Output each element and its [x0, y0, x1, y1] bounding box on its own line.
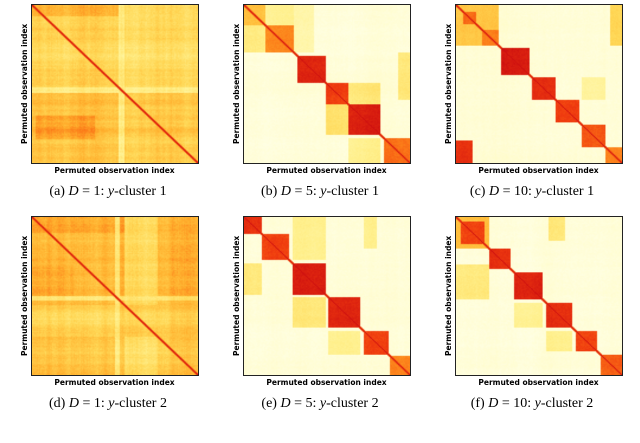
caption-cluster: -cluster 2 — [114, 396, 167, 411]
caption-index: (c) — [469, 184, 486, 199]
plot-area: Permuted observation index — [442, 216, 623, 376]
caption-y-var: y — [107, 184, 115, 199]
caption-cluster: -cluster 2 — [326, 396, 379, 411]
heatmap-panel-a: Permuted observation index Permuted obse… — [2, 4, 214, 200]
x-axis-label: Permuted observation index — [54, 166, 175, 175]
caption-d-value: = 1: — [82, 396, 105, 411]
x-axis-label: Permuted observation index — [478, 166, 599, 175]
y-axis-label: Permuted observation index — [19, 23, 29, 145]
plot-area: Permuted observation index — [18, 216, 199, 376]
caption-d-var: D — [280, 396, 291, 411]
caption-cluster: -cluster 1 — [114, 184, 167, 199]
heatmap-panel-e: Permuted observation index Permuted obse… — [214, 216, 426, 412]
plot-area: Permuted observation index — [442, 4, 623, 164]
caption-d-var: D — [488, 184, 500, 199]
panel-caption: (d) D = 1: y-cluster 2 — [49, 396, 167, 412]
y-axis-label: Permuted observation index — [231, 235, 241, 357]
caption-y-var: y — [108, 396, 115, 411]
heatmap-canvas — [454, 4, 623, 164]
panel-caption: (c) D = 10: y-cluster 1 — [470, 184, 594, 200]
y-axis-label: Permuted observation index — [443, 23, 453, 145]
caption-d-var: D — [68, 396, 79, 411]
panel-caption: (a) D = 1: y-cluster 1 — [49, 184, 166, 200]
x-axis-label: Permuted observation index — [266, 166, 387, 175]
panel-caption: (b) D = 5: y-cluster 1 — [261, 184, 379, 200]
caption-d-var: D — [68, 184, 79, 199]
plot-area: Permuted observation index — [18, 4, 199, 164]
caption-index: (a) — [49, 184, 65, 199]
heatmap-panel-b: Permuted observation index Permuted obse… — [214, 4, 426, 200]
caption-d-value: = 10: — [502, 184, 532, 199]
y-axis-label: Permuted observation index — [231, 23, 241, 145]
caption-y-var: y — [534, 396, 541, 411]
caption-y-var: y — [535, 184, 542, 199]
caption-d-value: = 5: — [294, 396, 317, 411]
plot-area: Permuted observation index — [230, 4, 411, 164]
caption-y-var: y — [319, 396, 327, 411]
panel-caption: (f) D = 10: y-cluster 2 — [471, 396, 594, 412]
heatmap-canvas — [454, 216, 623, 376]
x-axis-label: Permuted observation index — [54, 378, 175, 387]
caption-cluster: -cluster 2 — [540, 396, 594, 411]
caption-d-var: D — [280, 184, 291, 199]
heatmap-panel-f: Permuted observation index Permuted obse… — [426, 216, 638, 412]
y-axis-label: Permuted observation index — [443, 235, 453, 357]
caption-d-value: = 5: — [294, 184, 317, 199]
heatmap-canvas — [242, 4, 411, 164]
heatmap-canvas — [242, 216, 411, 376]
plot-area: Permuted observation index — [230, 216, 411, 376]
heatmap-panel-d: Permuted observation index Permuted obse… — [2, 216, 214, 412]
caption-d-value: = 10: — [501, 396, 532, 411]
caption-d-value: = 1: — [82, 184, 105, 199]
panel-caption: (e) D = 5: y-cluster 2 — [261, 396, 378, 412]
caption-index: (b) — [261, 184, 278, 199]
x-axis-label: Permuted observation index — [266, 378, 387, 387]
caption-d-var: D — [488, 396, 499, 411]
y-axis-label: Permuted observation index — [19, 235, 29, 357]
heatmap-canvas — [30, 4, 199, 164]
caption-index: (e) — [261, 396, 277, 411]
heatmap-panel-c: Permuted observation index Permuted obse… — [426, 4, 638, 200]
heatmap-canvas — [30, 216, 199, 376]
x-axis-label: Permuted observation index — [478, 378, 599, 387]
caption-index: (d) — [49, 396, 66, 411]
caption-cluster: -cluster 1 — [326, 184, 379, 199]
caption-y-var: y — [320, 184, 327, 199]
caption-index: (f) — [470, 396, 485, 411]
caption-cluster: -cluster 1 — [541, 184, 595, 199]
